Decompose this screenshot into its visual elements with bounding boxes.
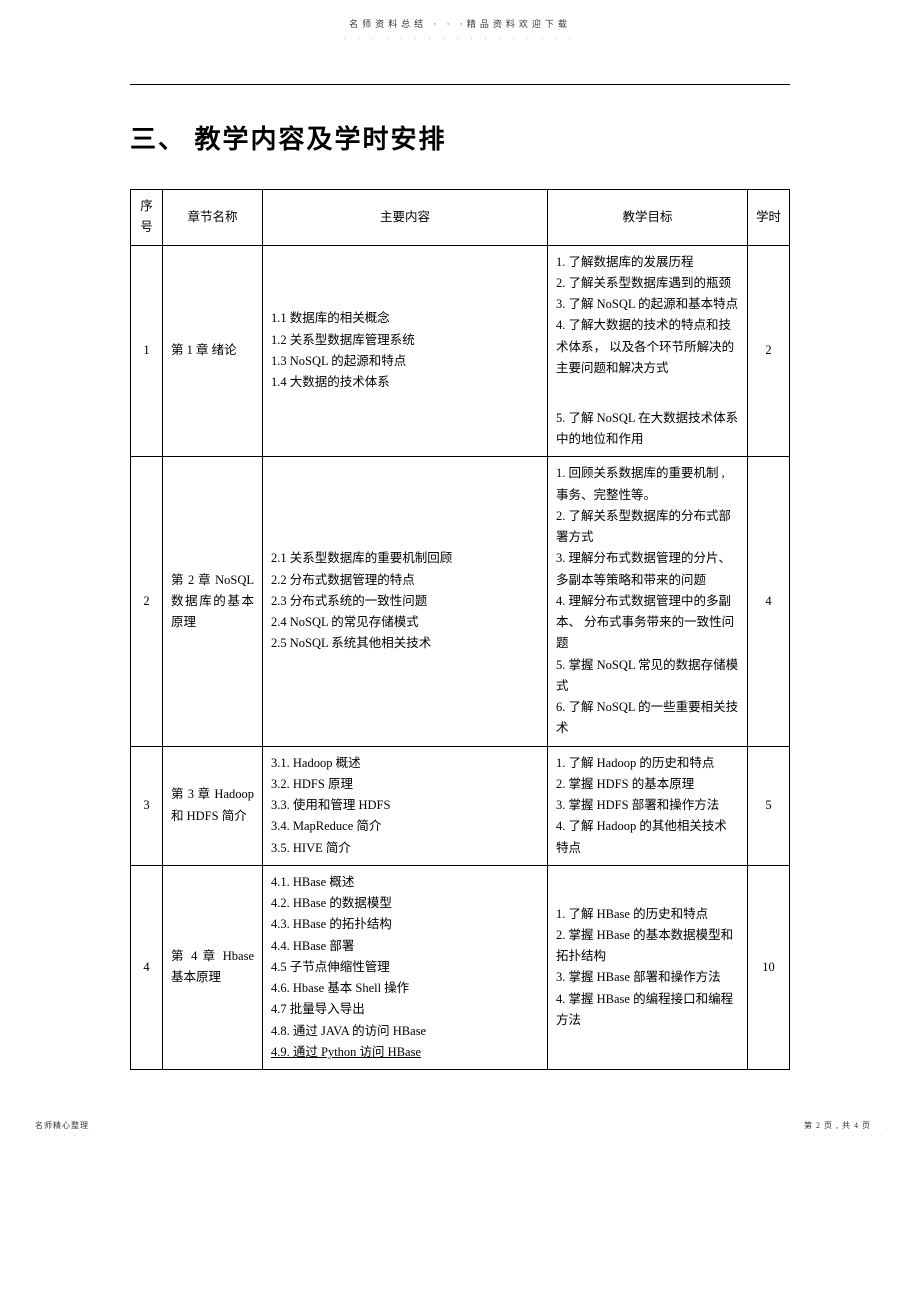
syllabus-table: 序号 章节名称 主要内容 教学目标 学时 1 第 1 章 绪论 1.1 数据库的… bbox=[130, 189, 790, 1070]
table-row: 3 第 3 章 Hadoop 和 HDFS 简介 3.1. Hadoop 概述3… bbox=[131, 746, 790, 865]
header-idx: 序号 bbox=[131, 190, 163, 246]
page-body: 三、 教学内容及学时安排 序号 章节名称 主要内容 教学目标 学时 1 第 1 … bbox=[0, 74, 920, 1110]
cell-content: 4.1. HBase 概述4.2. HBase 的数据模型4.3. HBase … bbox=[263, 865, 548, 1069]
page-footer: 名师精心整理 · · · · · · · 第 2 页 , 共 4 页 · · ·… bbox=[0, 1110, 920, 1161]
cell-goal: 1. 了解 HBase 的历史和特点2. 掌握 HBase 的基本数据模型和拓扑… bbox=[548, 865, 748, 1069]
cell-idx: 2 bbox=[131, 457, 163, 746]
table-row: 4 第 4 章 Hbase 基本原理 4.1. HBase 概述4.2. HBa… bbox=[131, 865, 790, 1069]
cell-content: 3.1. Hadoop 概述3.2. HDFS 原理3.3. 使用和管理 HDF… bbox=[263, 746, 548, 865]
cell-content: 2.1 关系型数据库的重要机制回顾2.2 分布式数据管理的特点2.3 分布式系统… bbox=[263, 457, 548, 746]
footer-right: 第 2 页 , 共 4 页 · · · · · · · · · bbox=[804, 1120, 885, 1141]
header-goal: 教学目标 bbox=[548, 190, 748, 246]
cell-chapter: 第 4 章 Hbase 基本原理 bbox=[163, 865, 263, 1069]
cell-goal: 1. 了解数据库的发展历程2. 了解关系型数据库遇到的瓶颈3. 了解 NoSQL… bbox=[548, 245, 748, 457]
cell-chapter: 第 2 章 NoSQL 数据库的基本原理 bbox=[163, 457, 263, 746]
page-header-note: 名师资料总结 · · ·精品资料欢迎下载 bbox=[0, 0, 920, 34]
section-title: 三、 教学内容及学时安排 bbox=[130, 120, 790, 159]
cell-hours: 4 bbox=[748, 457, 790, 746]
cell-hours: 5 bbox=[748, 746, 790, 865]
cell-chapter: 第 3 章 Hadoop 和 HDFS 简介 bbox=[163, 746, 263, 865]
header-content: 主要内容 bbox=[263, 190, 548, 246]
footer-left-dots: · · · · · · · bbox=[35, 1132, 97, 1141]
cell-content: 1.1 数据库的相关概念1.2 关系型数据库管理系统1.3 NoSQL 的起源和… bbox=[263, 245, 548, 457]
cell-goal: 1. 了解 Hadoop 的历史和特点2. 掌握 HDFS 的基本原理3. 掌握… bbox=[548, 746, 748, 865]
cell-idx: 3 bbox=[131, 746, 163, 865]
cell-hours: 10 bbox=[748, 865, 790, 1069]
cell-content-last-underlined: 4.9. 通过 Python 访问 HBase bbox=[271, 1045, 421, 1059]
header-chapter: 章节名称 bbox=[163, 190, 263, 246]
cell-goal: 1. 回顾关系数据库的重要机制 , 事务、完整性等。2. 了解关系型数据库的分布… bbox=[548, 457, 748, 746]
footer-right-dots: · · · · · · · · · bbox=[804, 1132, 885, 1141]
footer-right-text: 第 2 页 , 共 4 页 bbox=[804, 1121, 871, 1130]
footer-left-text: 名师精心整理 bbox=[35, 1121, 89, 1130]
cell-idx: 1 bbox=[131, 245, 163, 457]
cell-content-main: 4.1. HBase 概述4.2. HBase 的数据模型4.3. HBase … bbox=[271, 875, 426, 1038]
table-header-row: 序号 章节名称 主要内容 教学目标 学时 bbox=[131, 190, 790, 246]
cell-chapter: 第 1 章 绪论 bbox=[163, 245, 263, 457]
table-row: 1 第 1 章 绪论 1.1 数据库的相关概念1.2 关系型数据库管理系统1.3… bbox=[131, 245, 790, 457]
cell-hours: 2 bbox=[748, 245, 790, 457]
cell-idx: 4 bbox=[131, 865, 163, 1069]
table-row: 2 第 2 章 NoSQL 数据库的基本原理 2.1 关系型数据库的重要机制回顾… bbox=[131, 457, 790, 746]
header-hours: 学时 bbox=[748, 190, 790, 246]
top-rule bbox=[130, 84, 790, 85]
page-header-dots: · · · · · · · · · · · · · · · · · bbox=[0, 34, 920, 45]
footer-left: 名师精心整理 · · · · · · · bbox=[35, 1120, 97, 1141]
